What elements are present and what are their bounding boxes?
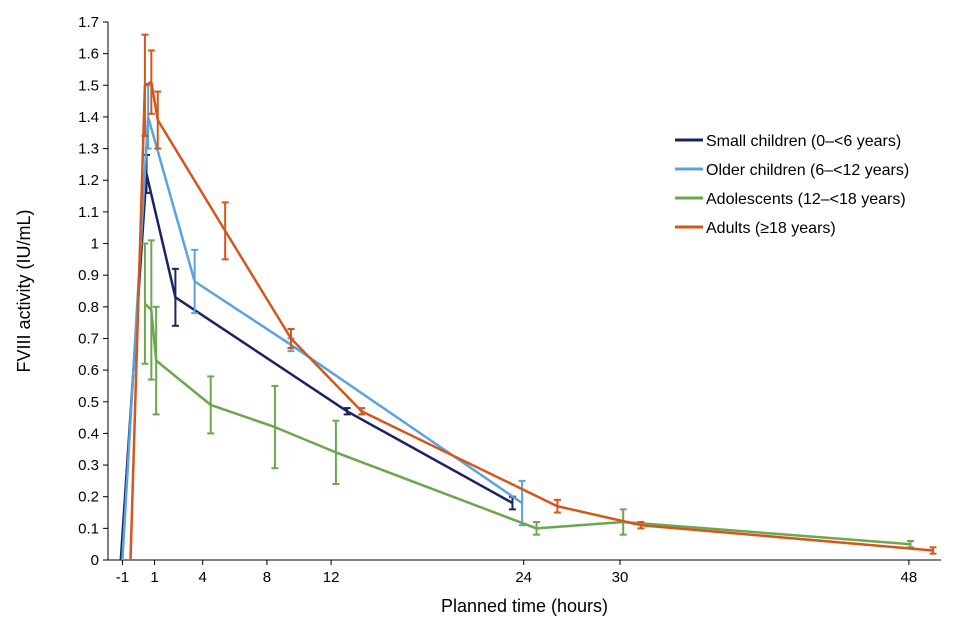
y-tick-label: 1.4 [78,109,99,126]
y-tick-label: 0 [91,552,99,569]
series-3 [141,239,915,549]
series-line [129,80,934,561]
y-tick-label: 0.2 [78,489,99,506]
y-tick-label: 0.1 [78,520,99,537]
legend-item: Adolescents (12–<18 years) [675,191,906,208]
y-tick-label: 0.6 [78,362,99,379]
legend: Small children (0–<6 years) Older childre… [675,133,909,237]
y-tick-label: 1.7 [78,14,99,31]
legend-label: Small children (0–<6 years) [706,133,901,150]
axes: 0 0.1 0.2 0.3 0.4 0.5 0.6 0.7 0.8 0.9 1 1.1 1.2 1.3 1.… [78,14,941,586]
legend-item: Adults (≥18 years) [675,220,836,237]
series-line [144,302,911,546]
y-tick-label: 1.2 [78,172,99,189]
y-tick-label: 0.9 [78,267,99,284]
y-tick-label: 0.7 [78,330,99,347]
series-line [121,115,523,561]
series-4 [129,33,937,561]
y-tick-label: 1 [91,236,99,253]
x-tick-label: 48 [901,569,918,586]
x-tick-label: 1 [150,569,158,586]
y-tick-label: 1.3 [78,141,99,158]
series-2 [121,84,526,561]
y-tick-label: 0.5 [78,394,99,411]
x-tick-label: 4 [199,569,207,586]
x-tick-label: 30 [612,569,629,586]
y-axis-title: FVIII activity (IU/mL) [14,209,34,372]
x-axis-title: Planned time (hours) [441,596,608,616]
x-tick-label: 24 [515,569,532,586]
legend-label: Adults (≥18 years) [706,220,836,237]
y-tick-label: 0.4 [78,425,99,442]
legend-label: Older children (6–<12 years) [706,162,909,179]
x-tick-label: -1 [116,569,129,586]
y-tick-label: 1.6 [78,46,99,63]
legend-label: Adolescents (12–<18 years) [706,191,906,208]
y-tick-label: 0.3 [78,457,99,474]
y-tick-label: 1.5 [78,77,99,94]
legend-item: Small children (0–<6 years) [675,133,901,150]
y-tick-label: 0.8 [78,299,99,316]
legend-item: Older children (6–<12 years) [675,162,909,179]
series-layer [119,33,937,561]
y-tick-label: 1.1 [78,204,99,221]
x-tick-label: 8 [263,569,271,586]
x-tick-label: 12 [323,569,340,586]
